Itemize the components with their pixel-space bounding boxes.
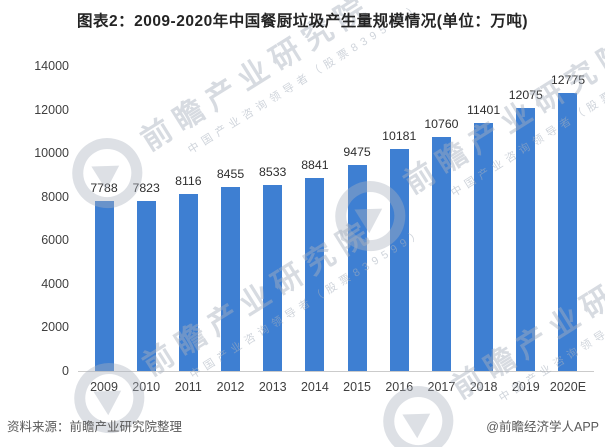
y-tick-label: 8000 xyxy=(41,189,69,204)
bar-value-label: 12775 xyxy=(550,72,586,87)
x-tick-label: 2014 xyxy=(300,380,329,394)
bar-value-label: 8455 xyxy=(216,166,245,181)
x-tick-label: 2009 xyxy=(90,380,118,394)
y-tick-label: 12000 xyxy=(34,102,69,117)
bar xyxy=(558,92,578,371)
y-tick-label: 6000 xyxy=(41,233,69,248)
bar-value-label: 12075 xyxy=(508,87,543,102)
x-tick-label: 2019 xyxy=(511,380,540,394)
bar xyxy=(347,164,367,371)
bar-value-label: 10181 xyxy=(382,129,417,144)
x-tick-label: 2011 xyxy=(174,380,202,394)
y-tick-label: 2000 xyxy=(41,320,69,335)
bar-value-label: 11401 xyxy=(466,102,501,117)
bar xyxy=(389,149,409,371)
x-tick-label: 2012 xyxy=(216,380,245,394)
bar-value-label: 9475 xyxy=(343,144,371,159)
x-tick-label: 2015 xyxy=(343,380,371,394)
bar-value-label: 8841 xyxy=(301,158,329,173)
bar xyxy=(136,200,156,371)
bar xyxy=(516,107,536,371)
bar-value-label: 8533 xyxy=(259,165,287,180)
bar-value-label: 8116 xyxy=(175,174,202,189)
x-axis-line xyxy=(78,371,594,372)
y-tick-label: 0 xyxy=(62,364,69,378)
x-tick-label: 2020E xyxy=(549,380,587,394)
x-tick-label: 2018 xyxy=(469,380,498,394)
y-tick-label: 14000 xyxy=(34,59,69,73)
x-tick-label: 2017 xyxy=(427,380,456,394)
bar xyxy=(474,122,494,371)
y-tick-label: 10000 xyxy=(34,146,69,161)
bar xyxy=(263,185,283,371)
credit-note: @前瞻经济学人APP xyxy=(486,420,599,434)
bar-value-label: 7788 xyxy=(90,181,118,196)
bar-value-label: 7823 xyxy=(132,180,160,195)
bar xyxy=(221,186,241,371)
source-note: 资料来源：前瞻产业研究院整理 xyxy=(7,420,183,434)
x-tick-label: 2016 xyxy=(385,380,414,394)
bar xyxy=(305,178,325,371)
y-tick-label: 4000 xyxy=(41,276,69,291)
bar xyxy=(178,194,198,371)
bar xyxy=(431,136,451,371)
bar-value-label: 10760 xyxy=(424,116,459,131)
chart-title: 图表2：2009-2020年中国餐厨垃圾产生量规模情况(单位：万吨) xyxy=(76,13,529,30)
x-tick-label: 2013 xyxy=(258,380,287,394)
x-tick-label: 2010 xyxy=(132,380,161,394)
bar xyxy=(94,201,114,371)
